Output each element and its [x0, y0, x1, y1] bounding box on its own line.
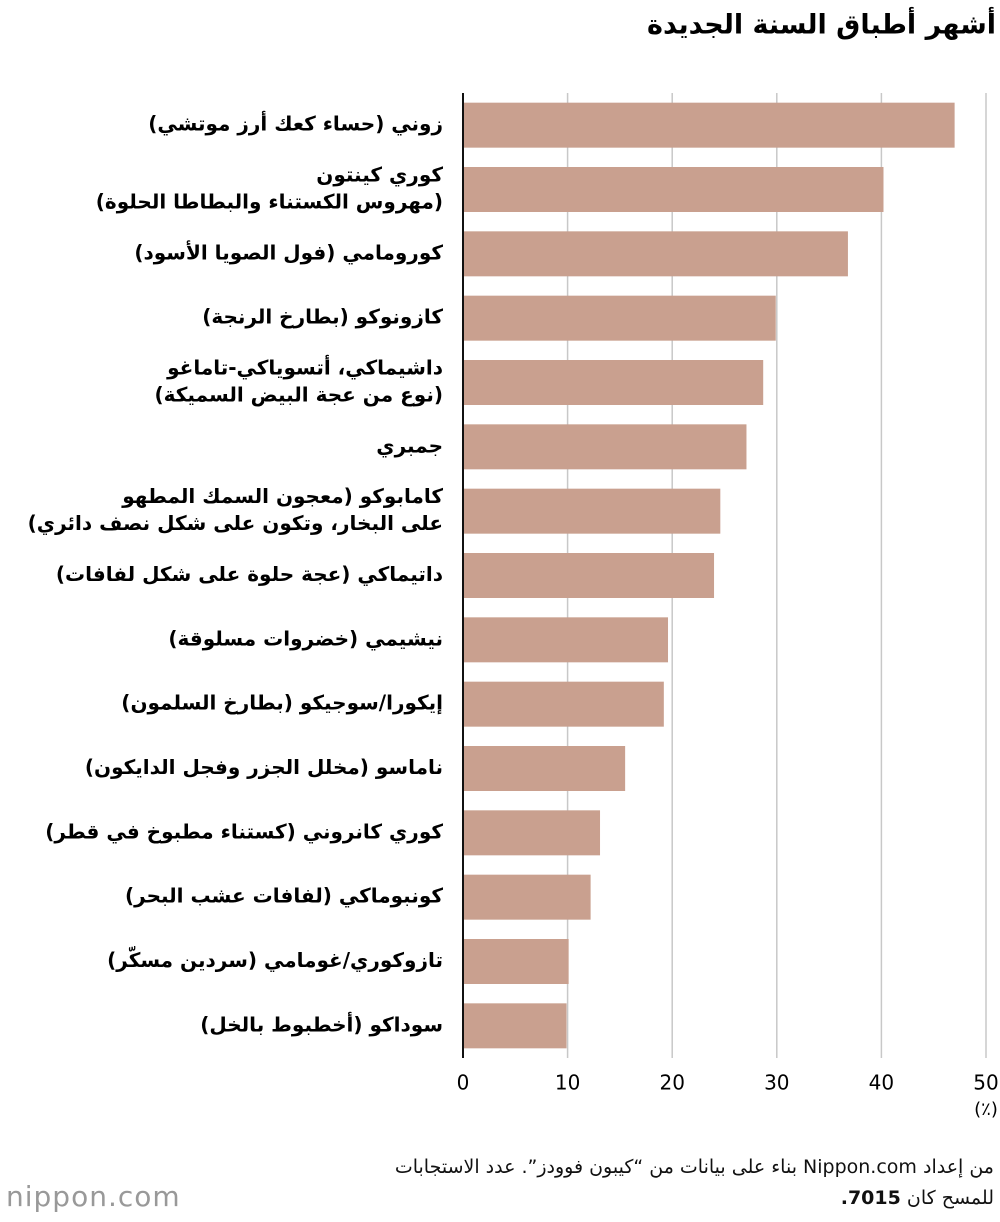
- bar: [463, 167, 884, 212]
- y-tick-label: كورومامي (فول الصويا الأسود): [134, 239, 443, 265]
- footer-line: من إعداد Nippon.com بناء على بيانات من “…: [394, 1156, 994, 1178]
- x-tick-label: 0: [457, 1071, 470, 1095]
- bar: [463, 939, 569, 984]
- bar: [463, 810, 601, 856]
- bar: [463, 424, 747, 470]
- y-tick-label: سوداكو (أخطبوط بالخل): [200, 1010, 443, 1036]
- x-tick-label: 20: [659, 1071, 684, 1095]
- bar: [463, 681, 664, 727]
- y-tick-label: (نوع من عجة البيض السميكة): [155, 383, 443, 407]
- y-tick-label: كونبوماكي (لفافات عشب البحر): [125, 884, 443, 909]
- footer-line: للمسح كان 7015.: [254, 1183, 994, 1214]
- logo: nippon.com: [6, 1180, 181, 1213]
- y-tick-label: جمبري: [376, 433, 443, 458]
- y-tick-label: على البخار، وتكون على شكل نصف دائري): [28, 511, 443, 536]
- bar: [463, 1003, 567, 1049]
- bar: [463, 874, 591, 920]
- y-tick-label: كوري كانروني (كستناء مطبوخ في قطر): [45, 819, 443, 844]
- y-tick-label: تازوكوري/غومامي (سردين مسكّر): [107, 946, 443, 973]
- y-tick-label: كامابوكو (معجون السمك المطهو: [121, 484, 443, 508]
- x-tick-label: 30: [764, 1071, 789, 1095]
- y-tick-label: كوري كينتون: [316, 163, 443, 188]
- y-tick-label: إيكورا/سوجيكو (بطارخ السلمون): [121, 691, 443, 715]
- bar: [463, 102, 955, 148]
- y-tick-label: داتيماكي (عجة حلوة على شكل لفافات): [56, 562, 443, 587]
- y-tick-label: داشيماكي، أتسوياكي-تاماغو: [166, 354, 443, 381]
- bar: [463, 360, 764, 405]
- bar: [463, 488, 721, 534]
- y-tick-label: (مهروس الكستناء والبطاطا الحلوة): [96, 190, 443, 214]
- x-tick-label: 50: [973, 1071, 998, 1095]
- y-tick-label: كازونوكو (بطارخ الرنجة): [202, 305, 443, 329]
- footer-bold: 7015.: [840, 1187, 901, 1209]
- x-tick-label: 40: [869, 1071, 894, 1095]
- y-tick-label: زوني (حساء كعك أرز موتشي): [148, 110, 443, 137]
- bar: [463, 295, 776, 341]
- x-tick-label: 10: [555, 1071, 580, 1095]
- bar: [463, 617, 669, 663]
- bar: [463, 746, 626, 791]
- y-tick-label: نيشيمي (خضروات مسلوقة): [168, 626, 443, 651]
- x-axis-label: (٪): [974, 1099, 998, 1120]
- footer: من إعداد Nippon.com بناء على بيانات من “…: [254, 1152, 994, 1214]
- bar: [463, 231, 848, 277]
- y-tick-label: ناماسو (مخلل الجزر وفجل الدايكون): [85, 755, 443, 779]
- bar: [463, 553, 715, 598]
- chart: أشهر أطباق السنة الجديدة 0 10 20 30 40 50 (٪) ز…: [28, 7, 999, 1121]
- chart-title: أشهر أطباق السنة الجديدة: [647, 7, 996, 41]
- footer-text: للمسح كان: [906, 1187, 994, 1209]
